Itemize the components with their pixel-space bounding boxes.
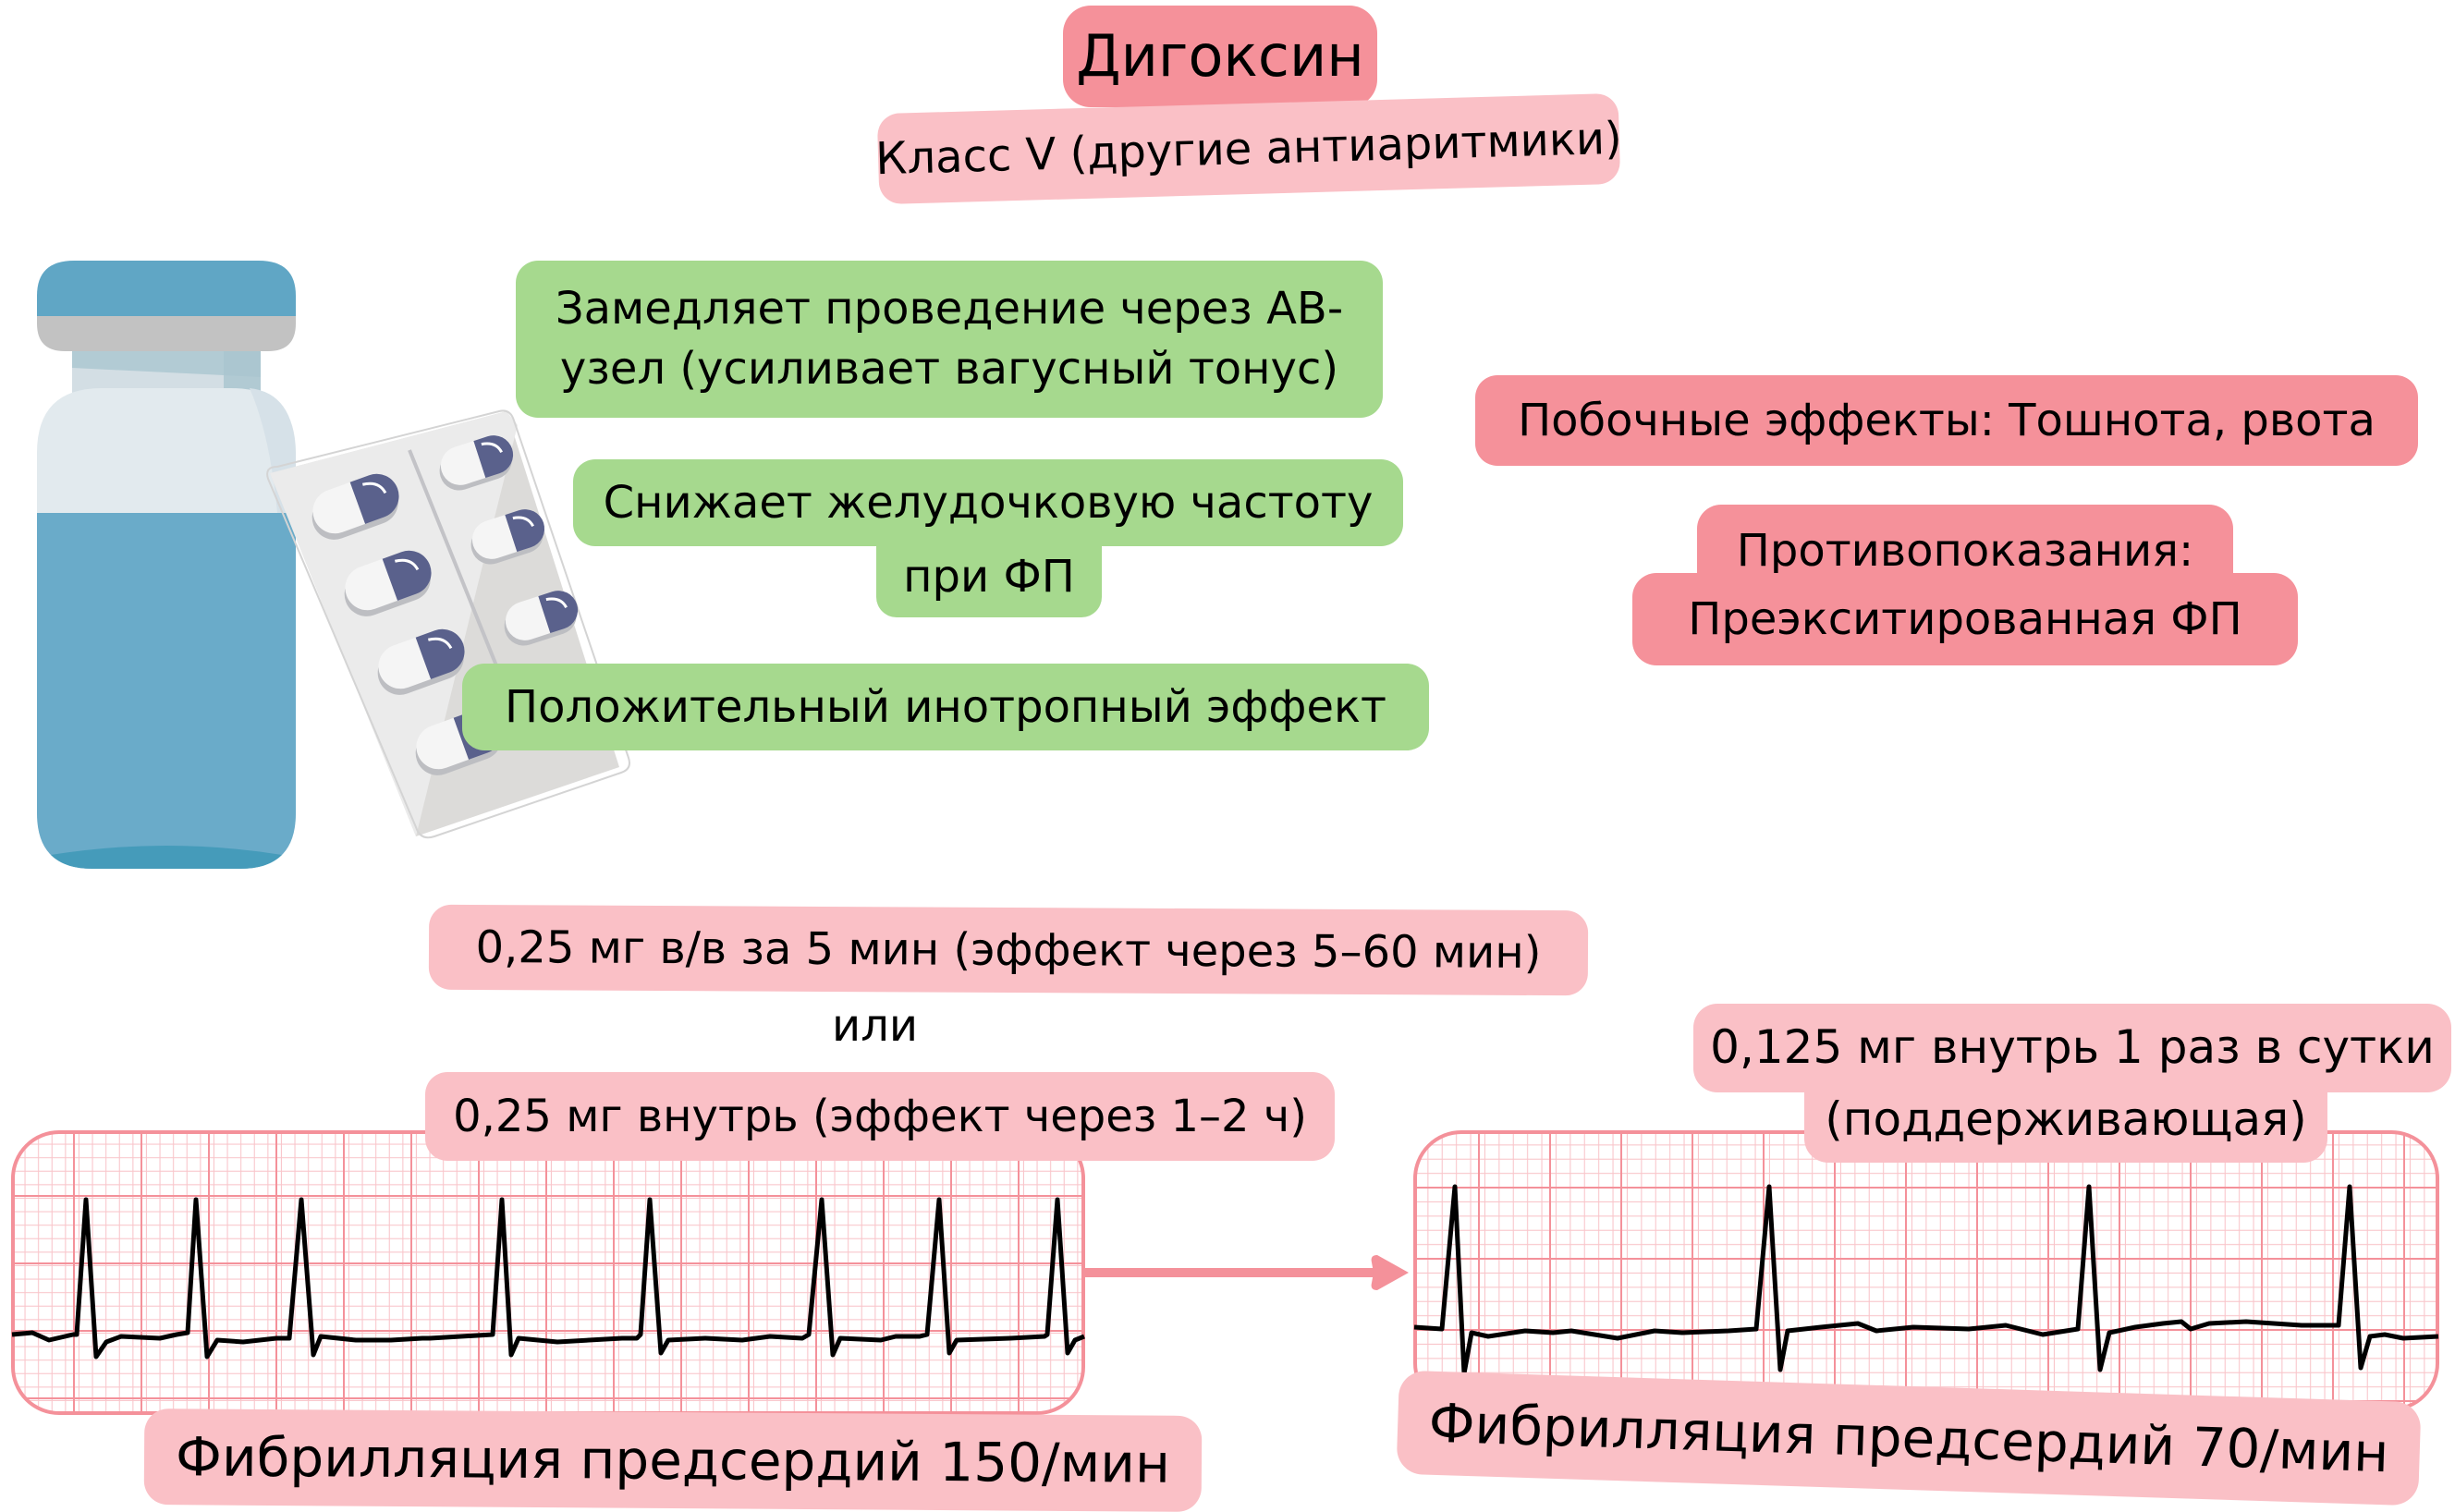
effect-inotropic-line1: Положительный инотропный эффект	[505, 680, 1386, 733]
effect-av-node: Замедляет проведение через АВ- узел (уси…	[516, 261, 1383, 418]
drug-class-label: Класс V (другие антиаритмики)	[874, 112, 1623, 185]
capsule-icon	[504, 591, 579, 646]
dose-oral-badge: 0,25 мг внутрь (эффект через 1–2 ч)	[425, 1072, 1335, 1161]
side-effects-text: Побочные эффекты: Тошнота, рвота	[1518, 394, 2376, 446]
capsule-icon	[377, 628, 465, 695]
dose-maintenance-line1: 0,125 мг внутрь 1 раз в сутки	[1710, 1020, 2435, 1075]
pill-blister-pack-icon	[266, 409, 630, 839]
dose-or-label: или	[832, 1000, 919, 1052]
arrow-right-icon	[1085, 1255, 1409, 1290]
drug-title: Дигоксин	[1076, 22, 1364, 91]
dose-maintenance-badge-cont: (поддерживающая)	[1804, 1078, 2327, 1163]
capsule-icon	[311, 473, 399, 540]
dose-maintenance-line2: (поддерживающая)	[1825, 1092, 2307, 1147]
contraindications-label: Противопоказания:	[1736, 524, 2194, 577]
drug-class-badge: Класс V (другие антиаритмики)	[874, 92, 1623, 205]
dose-oral-text: 0,25 мг внутрь (эффект через 1–2 ч)	[453, 1090, 1307, 1142]
side-effects-badge: Побочные эффекты: Тошнота, рвота	[1475, 375, 2418, 466]
capsule-icon	[439, 435, 514, 491]
ecg-before-label: Фибрилляция предсердий 150/мин	[175, 1425, 1171, 1495]
effect-ventricular-rate-cont: при ФП	[876, 536, 1102, 617]
capsule-icon	[470, 509, 545, 565]
drug-title-badge: Дигоксин	[1063, 6, 1377, 107]
effect-ventricular-rate-line2: при ФП	[903, 550, 1075, 603]
effect-inotropic: Положительный инотропный эффект	[462, 664, 1429, 750]
medicine-vial-icon	[37, 261, 296, 869]
ecg-strip-after	[1413, 1130, 2439, 1411]
effect-av-node-line1: Замедляет проведение через АВ-	[555, 283, 1344, 335]
effect-ventricular-rate-line1: Снижает желудочковую частоту	[603, 476, 1374, 529]
effect-av-node-line2: узел (усиливает вагусный тонус)	[559, 343, 1339, 395]
ecg-trace-after	[1413, 1184, 2439, 1376]
ecg-after-label: Фибрилляция предсердий 70/мин	[1427, 1391, 2390, 1485]
ecg-strip-before	[11, 1130, 1085, 1415]
ecg-trace-before	[11, 1197, 1085, 1360]
contraindications-badge: Преэкситированная ФП	[1632, 573, 2298, 665]
effect-ventricular-rate: Снижает желудочковую частоту	[573, 459, 1403, 546]
ecg-before-label-badge: Фибрилляция предсердий 150/мин	[143, 1408, 1203, 1512]
dose-iv-text: 0,25 мг в/в за 5 мин (эффект через 5–60 …	[475, 921, 1542, 979]
dose-iv-badge: 0,25 мг в/в за 5 мин (эффект через 5–60 …	[428, 904, 1589, 996]
contraindications-text: Преэкситированная ФП	[1688, 592, 2242, 645]
capsule-icon	[344, 550, 432, 616]
